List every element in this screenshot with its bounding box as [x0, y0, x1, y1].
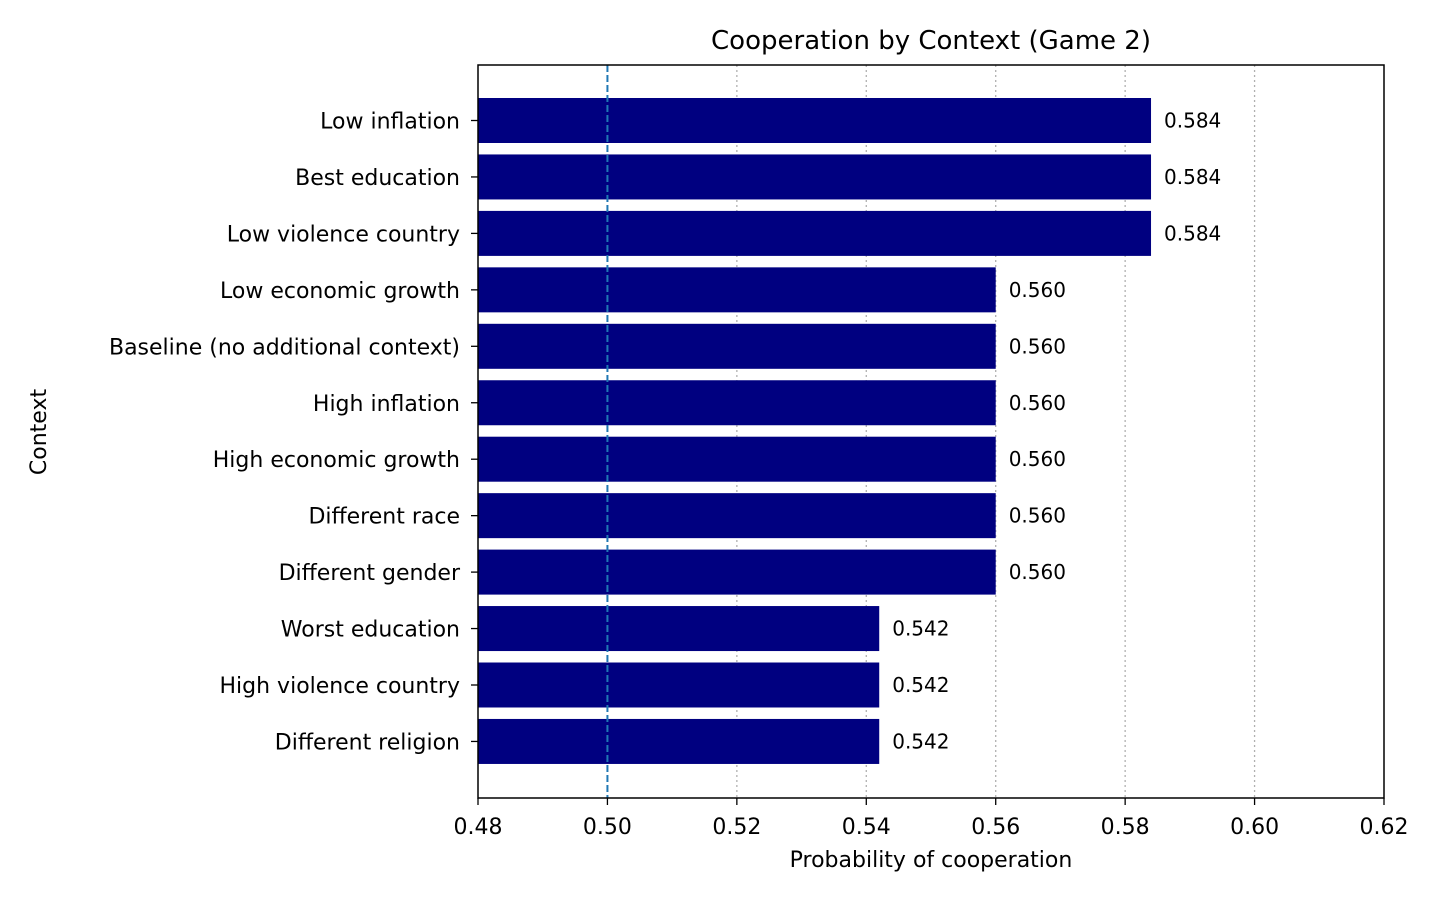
y-tick-label: Baseline (no additional context) — [109, 335, 460, 360]
bar — [478, 267, 996, 313]
bar-value-label: 0.560 — [1009, 560, 1066, 584]
y-axis-title: Context — [27, 389, 52, 476]
bar — [478, 210, 1152, 256]
bar — [478, 493, 996, 539]
x-tick-label: 0.54 — [842, 815, 891, 840]
y-tick-label: High economic growth — [213, 448, 460, 473]
y-tick-label: Low violence country — [227, 222, 460, 247]
x-tick-label: 0.58 — [1101, 815, 1150, 840]
y-tick-label: Different religion — [275, 730, 460, 755]
y-tick-label: Worst education — [281, 618, 460, 643]
chart-title: Cooperation by Context (Game 2) — [711, 26, 1151, 56]
bar-value-label: 0.542 — [892, 673, 949, 697]
bar — [478, 718, 880, 764]
bar-value-label: 0.560 — [1009, 504, 1066, 528]
bar-value-label: 0.560 — [1009, 447, 1066, 471]
bar — [478, 154, 1152, 200]
data-labels: 0.584 0.584 0.584 0.560 0.560 0.560 0.560 0.560… — [892, 109, 1221, 754]
x-axis-title: Probability of cooperation — [790, 848, 1073, 873]
bar-value-label: 0.542 — [892, 729, 949, 753]
bar — [478, 323, 996, 369]
x-tick-label: 0.62 — [1360, 815, 1409, 840]
bar — [478, 662, 880, 708]
x-tick-label: 0.50 — [583, 815, 632, 840]
y-tick-label: Different gender — [279, 561, 461, 586]
bar — [478, 606, 880, 652]
y-tick-label: Best education — [295, 166, 460, 191]
bar-value-label: 0.584 — [1164, 165, 1221, 189]
x-axis-ticks: 0.48 0.50 0.52 0.54 0.56 0.58 0.60 0.62 — [454, 798, 1409, 840]
y-tick-label: Different race — [308, 505, 460, 530]
y-tick-label: High violence country — [220, 674, 461, 699]
bar-value-label: 0.584 — [1164, 221, 1221, 245]
bar — [478, 98, 1152, 143]
bars — [478, 98, 1152, 764]
bar-value-label: 0.560 — [1009, 391, 1066, 415]
bar-value-label: 0.542 — [892, 617, 949, 641]
bar — [478, 436, 996, 482]
plot-frame — [477, 64, 1385, 799]
bar — [478, 549, 996, 595]
y-tick-label: High inflation — [313, 392, 460, 417]
bar-value-label: 0.560 — [1009, 278, 1066, 302]
bar-value-label: 0.584 — [1164, 109, 1221, 133]
x-tick-label: 0.60 — [1230, 815, 1279, 840]
bar-value-label: 0.560 — [1009, 334, 1066, 358]
x-tick-label: 0.56 — [971, 815, 1020, 840]
y-tick-label: Low inflation — [320, 110, 460, 135]
x-tick-label: 0.48 — [454, 815, 503, 840]
x-tick-label: 0.52 — [712, 815, 761, 840]
bar — [478, 380, 996, 426]
y-tick-label: Low economic growth — [220, 279, 460, 304]
y-axis-ticks: Low inflation Best education Low violence … — [109, 110, 478, 755]
